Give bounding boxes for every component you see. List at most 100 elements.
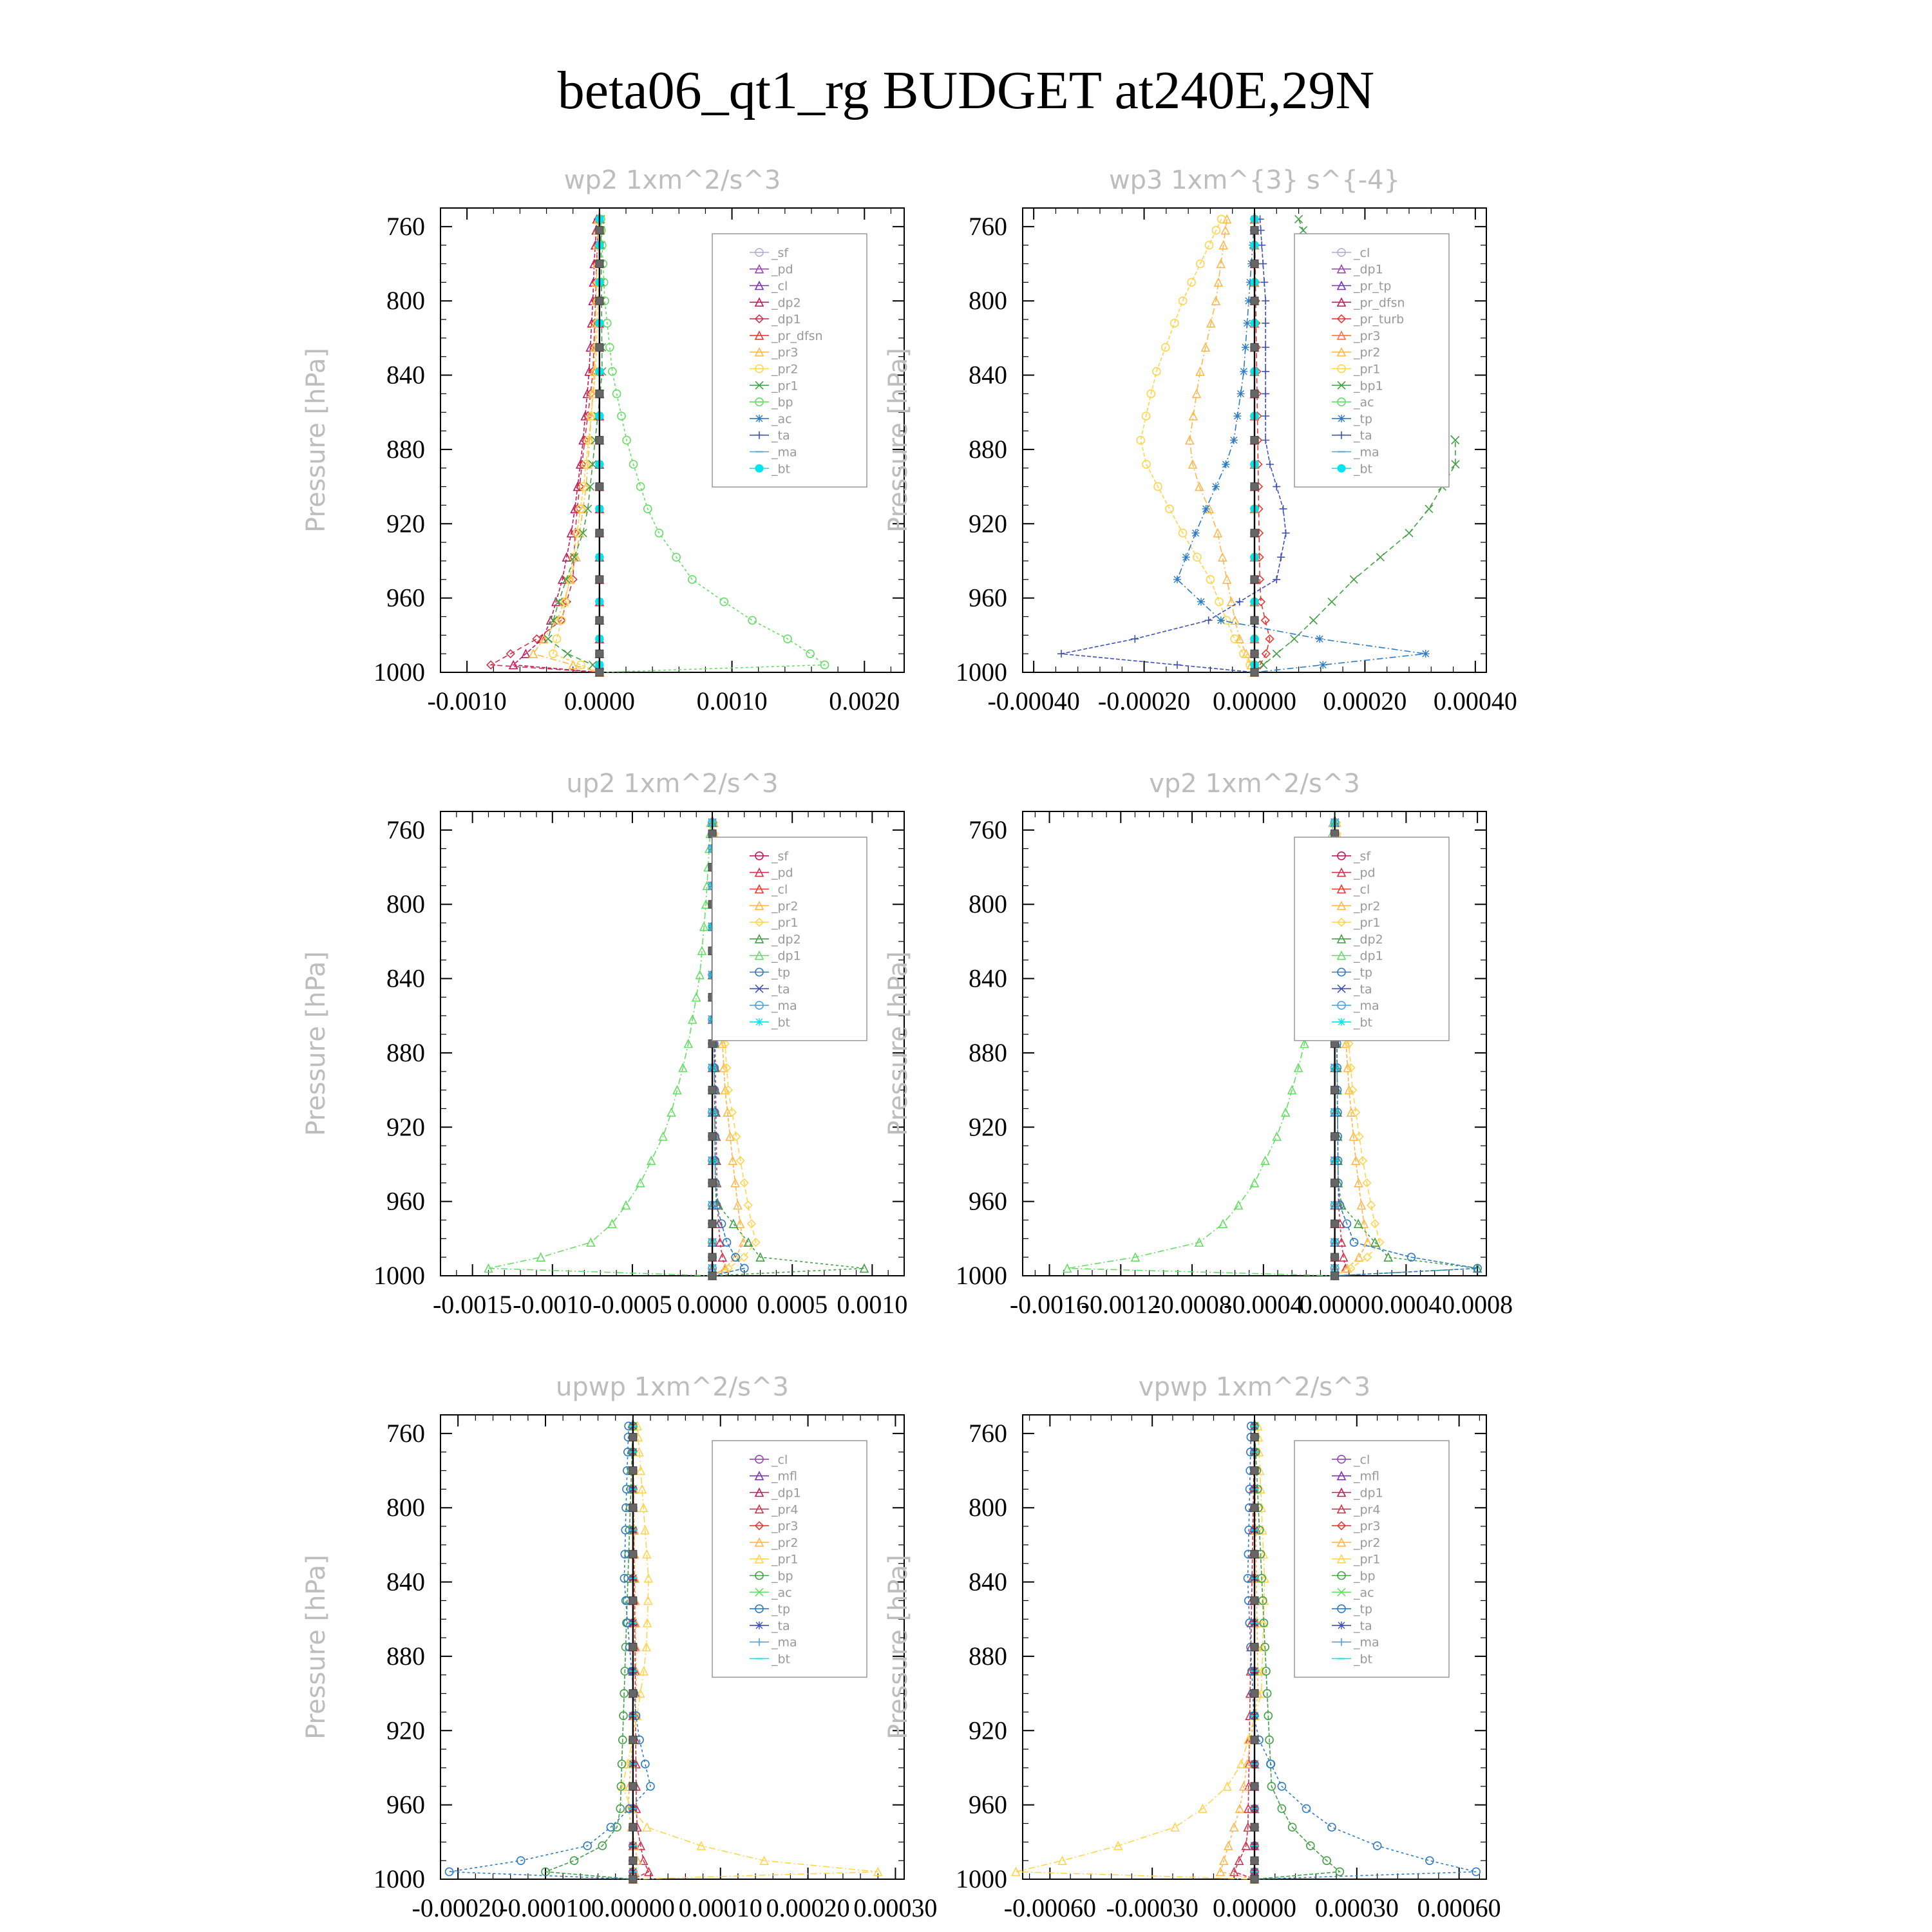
legend-marker	[1337, 248, 1346, 257]
zero-marker	[629, 1689, 638, 1698]
data-point	[1258, 1525, 1267, 1535]
legend-marker	[1336, 1537, 1347, 1547]
data-point	[1197, 598, 1206, 606]
data-point	[639, 1666, 649, 1676]
data-point	[755, 1252, 765, 1262]
zero-marker	[1250, 1875, 1259, 1884]
legend-label: _pr3	[771, 1519, 798, 1533]
data-point	[1375, 1237, 1385, 1247]
legend-label: _bt	[771, 1653, 790, 1667]
legend: _sf _pd _cl _dp2 _dp1 _pr_dfsn _pr3 _pr2 _pr1 _bp…	[712, 233, 867, 488]
data-point	[1217, 616, 1225, 625]
data-point	[1336, 1237, 1347, 1247]
legend-label: _ta	[1353, 982, 1372, 996]
data-point	[1406, 1253, 1416, 1262]
series-line	[449, 1426, 651, 1880]
data-point	[738, 1237, 748, 1247]
panel-3: up2 1xm^2/s^3 Pressure [hPa] 760 800 840 880 9…	[301, 769, 907, 1319]
y-tick-label: 840	[386, 964, 425, 993]
y-tick-label: 1000	[956, 658, 1007, 687]
data-point	[606, 1823, 616, 1832]
data-point	[568, 659, 578, 670]
legend-marker	[1337, 364, 1346, 374]
zero-marker	[1250, 1856, 1259, 1865]
panel-5: upwp 1xm^2/s^3 Pressure [hPa] 760 800 840 880…	[301, 1372, 937, 1922]
data-point	[1362, 1178, 1372, 1188]
data-point	[719, 1063, 729, 1072]
data-point	[1219, 1855, 1229, 1865]
data-point	[1165, 504, 1174, 514]
data-point	[1259, 660, 1268, 670]
data-point	[1236, 1759, 1246, 1768]
data-point	[549, 649, 558, 658]
series-line	[1177, 219, 1426, 673]
series-line	[621, 1426, 878, 1880]
data-point	[1344, 1039, 1354, 1048]
data-point	[1273, 482, 1281, 491]
legend-marker	[754, 1470, 764, 1481]
x-tick-label: 0.0020	[829, 687, 900, 715]
data-point	[1062, 1263, 1072, 1273]
data-point	[1178, 528, 1188, 538]
legend-marker	[754, 346, 764, 357]
legend-marker	[755, 967, 764, 977]
legend-marker	[1336, 950, 1347, 960]
zero-marker	[595, 529, 604, 538]
legend-label: _dp1	[771, 1486, 801, 1501]
data-point	[1363, 1253, 1372, 1262]
series-tp	[444, 1421, 655, 1884]
data-point	[1267, 1782, 1276, 1791]
legend-marker	[1337, 1587, 1346, 1596]
data-point	[1299, 226, 1308, 235]
zero-marker	[629, 1856, 638, 1865]
zero-marker	[1250, 260, 1259, 269]
data-point	[1141, 412, 1151, 421]
legend-label: _pd	[771, 263, 793, 277]
legend-box	[712, 1440, 867, 1678]
data-point	[578, 504, 588, 514]
panel-title: wp2 1xm^2/s^3	[564, 166, 781, 195]
legend-marker	[755, 1571, 764, 1580]
legend-label: _ma	[771, 999, 797, 1013]
legend-marker	[754, 867, 764, 877]
y-tick-label: 880	[386, 1038, 425, 1067]
data-point	[1358, 1156, 1368, 1166]
series-bp	[595, 214, 829, 677]
zero-marker	[629, 1433, 638, 1442]
data-point	[1306, 1841, 1315, 1850]
legend-label: _ta	[1353, 1619, 1372, 1633]
data-point	[617, 1759, 627, 1768]
data-point	[1194, 1237, 1204, 1247]
data-point	[552, 634, 562, 643]
legend: _cl _mfl _dp1_pr4 _pr3 _pr2 _pr1 _bp _ac _tp _ta _…	[712, 1440, 867, 1678]
legend-marker	[755, 1455, 764, 1464]
data-point	[586, 1237, 596, 1247]
legend-label: _pr1	[1353, 1553, 1380, 1567]
y-tick-label: 840	[386, 361, 425, 390]
y-tick-label: 960	[386, 1790, 425, 1819]
legend-label: _bt	[1353, 1653, 1372, 1667]
data-point	[607, 1218, 617, 1229]
y-tick-label: 1000	[374, 658, 425, 687]
x-tick-label: 0.00030	[1315, 1893, 1399, 1922]
data-point	[1356, 1200, 1367, 1210]
legend-marker	[754, 1537, 764, 1547]
y-tick-label: 760	[386, 212, 425, 241]
x-tick-label: 0.00000	[591, 1893, 675, 1922]
data-point	[549, 616, 558, 625]
series-line	[1254, 219, 1456, 673]
legend-label: _pr4	[771, 1502, 798, 1517]
legend-marker	[1336, 330, 1347, 340]
data-point	[1233, 412, 1242, 421]
y-tick-label: 840	[386, 1567, 425, 1596]
series-line	[1247, 1426, 1477, 1880]
data-point	[1343, 1063, 1352, 1072]
zero-marker	[1331, 829, 1340, 838]
data-point	[583, 504, 592, 513]
x-tick-label: -0.00030	[1106, 1893, 1198, 1922]
data-point	[1198, 1803, 1208, 1814]
data-point	[1204, 616, 1213, 625]
data-point	[751, 1237, 761, 1247]
data-point	[636, 482, 645, 491]
y-axis-label: Pressure [hPa]	[884, 348, 913, 533]
